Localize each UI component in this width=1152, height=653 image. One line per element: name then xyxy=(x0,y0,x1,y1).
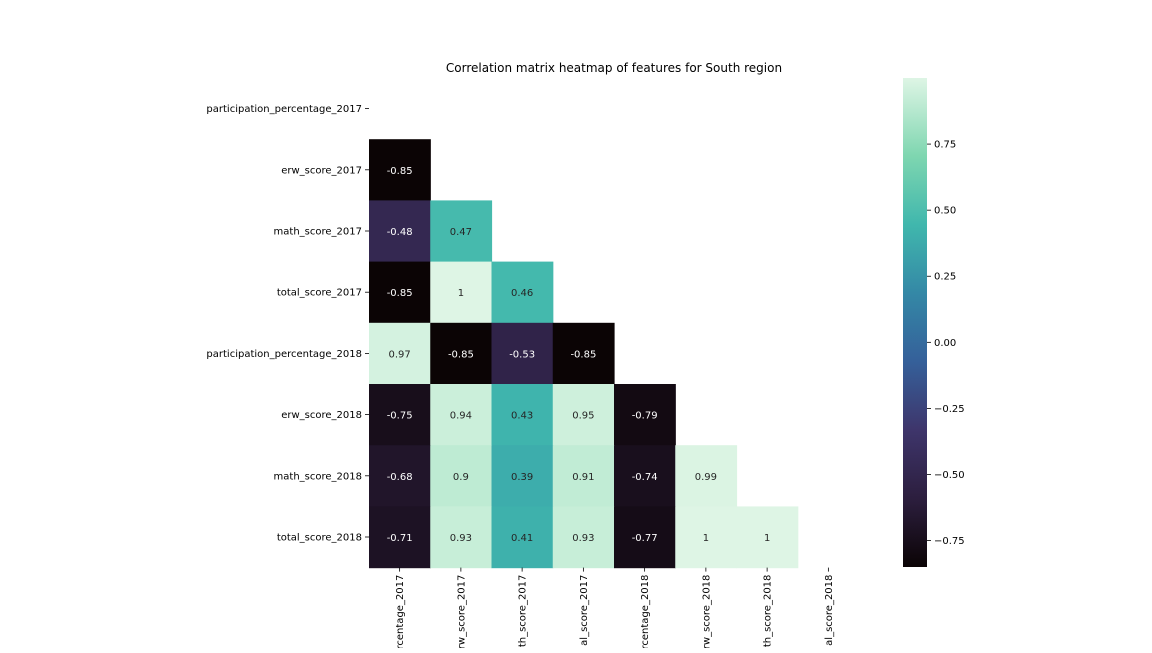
heatmap-cell xyxy=(430,322,493,385)
heatmap-cell xyxy=(675,445,738,507)
heatmap-cell xyxy=(369,322,431,385)
heatmap-cell xyxy=(369,261,431,324)
colorbar-tick-label: 0.75 xyxy=(934,140,956,151)
cell-value-label: 0.99 xyxy=(695,472,717,483)
heatmap-cell xyxy=(430,384,493,446)
heatmap-cell xyxy=(430,445,493,507)
cell-value-label: 1 xyxy=(703,533,709,544)
cell-value-label: 0.95 xyxy=(572,411,594,422)
colorbar-tick-label: −0.25 xyxy=(934,404,965,415)
cell-value-label: 0.41 xyxy=(511,533,533,544)
heatmap-cell xyxy=(369,506,431,569)
y-tick-label: erw_score_2017 xyxy=(281,165,362,176)
cell-value-label: 0.43 xyxy=(511,411,533,422)
cell-value-label: -0.85 xyxy=(387,166,413,177)
heatmap-cell xyxy=(614,384,676,446)
heatmap-cell xyxy=(369,200,431,263)
x-tick-label: rcentage_2017 xyxy=(395,575,406,648)
x-axis-labels: rcentage_2017 erw_score_2017 th_score_2017… xyxy=(395,567,835,653)
cell-value-label: -0.75 xyxy=(387,411,413,422)
y-tick-label: participation_percentage_2017 xyxy=(206,104,362,115)
colorbar-tick-label: 0.25 xyxy=(934,272,956,283)
cell-value-label: 0.97 xyxy=(388,349,410,360)
cell-value-label: 0.94 xyxy=(450,411,472,422)
x-tick-label: al_score_2018 xyxy=(824,575,835,646)
heatmap-cell xyxy=(552,384,615,446)
cell-value-label: -0.79 xyxy=(632,411,658,422)
y-axis-labels: participation_percentage_2017 erw_score_2… xyxy=(206,104,369,544)
cell-value-label: -0.53 xyxy=(509,349,535,360)
heatmap-cell xyxy=(430,261,493,324)
y-tick-label: erw_score_2018 xyxy=(281,410,362,421)
cell-value-label: -0.85 xyxy=(448,349,474,360)
colorbar-gradient xyxy=(903,78,927,567)
cell-value-label: 0.39 xyxy=(511,472,533,483)
heatmap-cell xyxy=(430,506,493,569)
colorbar-tick-label: 0.00 xyxy=(934,338,956,349)
heatmap-cell xyxy=(491,261,554,324)
cell-value-label: 0.93 xyxy=(572,533,594,544)
cell-value-label: -0.71 xyxy=(387,533,413,544)
x-tick-label: th_score_2018 xyxy=(763,575,774,648)
cell-value-label: 1 xyxy=(764,533,770,544)
heatmap-cell xyxy=(552,322,615,385)
y-tick-label: total_score_2018 xyxy=(277,533,362,544)
heatmap-cell xyxy=(614,445,676,507)
heatmap-cell xyxy=(552,506,615,569)
cell-value-label: -0.85 xyxy=(387,288,413,299)
cell-value-label: 0.93 xyxy=(450,533,472,544)
cell-value-label: 1 xyxy=(458,288,464,299)
y-tick-label: total_score_2017 xyxy=(277,288,362,299)
heatmap-cell xyxy=(369,139,431,201)
colorbar-tick-label: −0.75 xyxy=(934,536,965,547)
cell-value-label: -0.48 xyxy=(387,227,413,238)
cell-value-label: 0.46 xyxy=(511,288,533,299)
heatmap-cell xyxy=(614,506,676,569)
x-tick-label: rcentage_2018 xyxy=(640,575,651,648)
x-tick-label: erw_score_2017 xyxy=(456,575,467,648)
colorbar-tick-label: −0.50 xyxy=(934,470,965,481)
heatmap-cell xyxy=(552,445,615,507)
y-tick-label: math_score_2017 xyxy=(274,227,362,238)
cell-value-label: -0.85 xyxy=(570,349,596,360)
heatmap-cell xyxy=(491,322,554,385)
heatmap-cell xyxy=(491,445,554,507)
chart-title: Correlation matrix heatmap of features f… xyxy=(446,61,782,75)
heatmap-cell xyxy=(736,506,799,569)
heatmap-cell xyxy=(491,506,554,569)
y-tick-label: participation_percentage_2018 xyxy=(206,349,362,360)
colorbar-tick-label: 0.50 xyxy=(934,206,956,217)
cell-value-label: -0.77 xyxy=(632,533,658,544)
heatmap-cells: -0.85 -0.48 0.47 -0.85 1 0.46 0.97 -0.85 -0.53 -0… xyxy=(369,139,799,569)
cell-value-label: 0.9 xyxy=(453,472,469,483)
heatmap-cell xyxy=(491,384,554,446)
colorbar: 0.75 0.50 0.25 0.00 −0.25 −0.50 −0.75 xyxy=(903,78,965,567)
heatmap-cell xyxy=(430,200,493,263)
x-tick-label: th_score_2017 xyxy=(518,575,529,648)
y-tick-label: math_score_2018 xyxy=(274,471,362,482)
heatmap-cell xyxy=(675,506,738,569)
x-tick-label: rw_score_2018 xyxy=(701,575,712,648)
cell-value-label: 0.91 xyxy=(572,472,594,483)
cell-value-label: -0.68 xyxy=(387,472,413,483)
cell-value-label: -0.74 xyxy=(632,472,658,483)
heatmap-cell xyxy=(369,384,431,446)
x-tick-label: al_score_2017 xyxy=(579,575,590,646)
cell-value-label: 0.47 xyxy=(450,227,472,238)
heatmap-cell xyxy=(369,445,431,507)
